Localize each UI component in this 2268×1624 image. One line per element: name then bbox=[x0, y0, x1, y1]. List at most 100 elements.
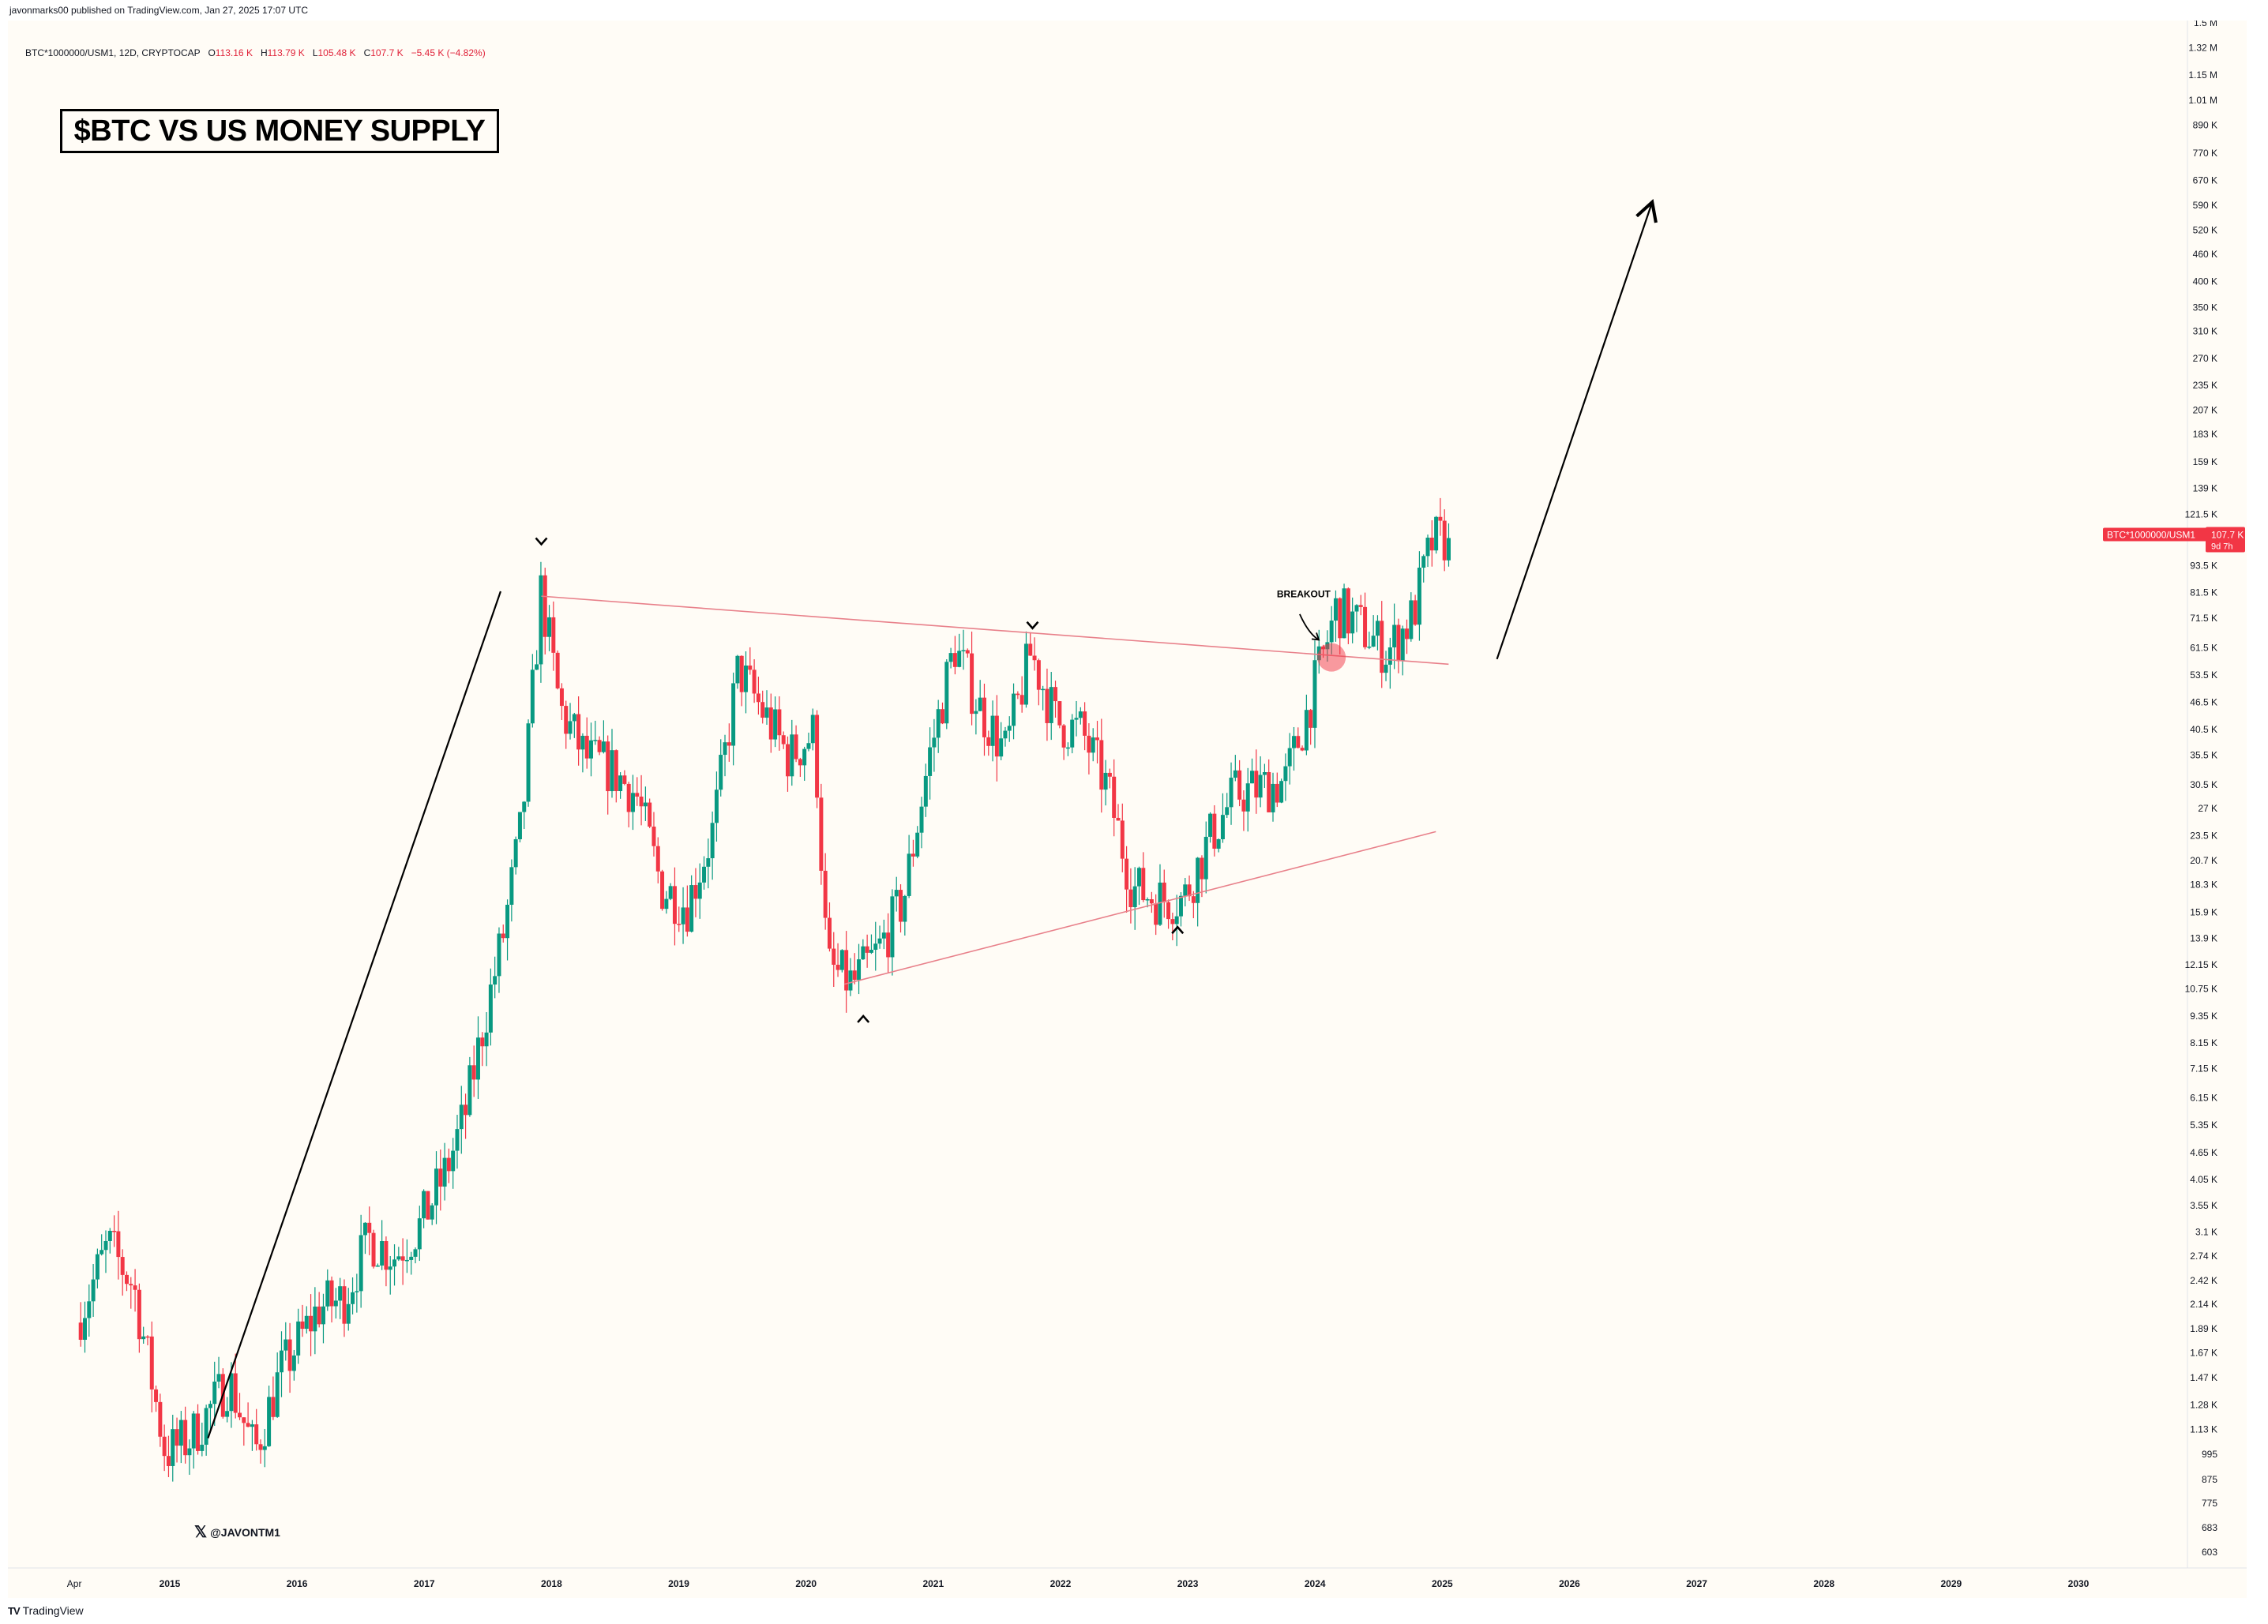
projection-arrow[interactable] bbox=[1496, 198, 1658, 660]
candle-body bbox=[430, 1205, 434, 1220]
chart-canvas[interactable]: BREAKOUT Apr 2015 2016 2017 2018 2019 2020 2021… bbox=[8, 21, 2247, 1598]
candle-body bbox=[342, 1286, 347, 1324]
candle-body bbox=[986, 737, 991, 746]
y-tick-label: 61.5 K bbox=[2190, 642, 2217, 653]
candle-body bbox=[606, 741, 610, 792]
candle-body bbox=[162, 1436, 167, 1457]
candle-body bbox=[664, 898, 669, 910]
y-tick-label: 81.5 K bbox=[2190, 587, 2217, 598]
x-tick-label: 2029 bbox=[1941, 1578, 1962, 1589]
x-tick-label: 2019 bbox=[668, 1578, 689, 1589]
candle-body bbox=[124, 1274, 129, 1285]
candle-body bbox=[982, 697, 986, 737]
candle-body bbox=[1200, 857, 1204, 880]
candle-body bbox=[1387, 647, 1392, 665]
candle-body bbox=[911, 853, 915, 857]
y-tick-label: 71.5 K bbox=[2190, 613, 2217, 624]
candle-body bbox=[1107, 772, 1112, 777]
candle-body bbox=[1413, 600, 1418, 625]
y-tick-label: 1.01 M bbox=[2188, 95, 2217, 106]
candle-body bbox=[572, 714, 576, 722]
trendline-upper[interactable] bbox=[541, 595, 1449, 666]
candle-body bbox=[1053, 687, 1058, 702]
candle-body bbox=[480, 1037, 485, 1047]
candle-body bbox=[1425, 538, 1430, 557]
candle-body bbox=[839, 950, 844, 970]
candle-body bbox=[355, 1291, 359, 1292]
candle-body bbox=[861, 946, 866, 960]
x-tick-label: 2020 bbox=[795, 1578, 817, 1589]
candle-body bbox=[832, 948, 836, 965]
chart-pane[interactable]: BREAKOUT Apr 2015 2016 2017 2018 2019 2020 2021… bbox=[8, 21, 2247, 1598]
impulse-line-left[interactable] bbox=[207, 591, 501, 1438]
x-axis[interactable]: Apr 2015 2016 2017 2018 2019 2020 2021 2022 2023 2… bbox=[8, 1567, 2247, 1589]
candle-body bbox=[120, 1257, 125, 1275]
candle-body bbox=[426, 1191, 430, 1220]
y-axis[interactable]: 1.5 M 1.32 M 1.15 M 1.01 M 890 K 770 K 670 K 59… bbox=[2185, 21, 2218, 1568]
candle-body bbox=[246, 1423, 250, 1427]
candle-body bbox=[1196, 857, 1200, 903]
candle-body bbox=[1074, 718, 1079, 720]
pivot-high-chevron-2017 bbox=[535, 537, 548, 546]
candle-body bbox=[693, 885, 698, 899]
candle-body bbox=[1032, 655, 1037, 661]
candle-body bbox=[191, 1413, 196, 1449]
candle-body bbox=[915, 832, 920, 857]
candle-body bbox=[651, 827, 656, 846]
candle-body bbox=[505, 904, 510, 939]
candle-body bbox=[91, 1279, 96, 1302]
candle-body bbox=[1170, 919, 1175, 925]
x-tick-label: 2024 bbox=[1305, 1578, 1326, 1589]
candle-body bbox=[107, 1230, 112, 1241]
candle-body bbox=[451, 1150, 456, 1172]
candle-body bbox=[1070, 719, 1075, 748]
candle-body bbox=[957, 651, 962, 667]
candle-body bbox=[928, 747, 933, 776]
y-tick-label: 139 K bbox=[2193, 482, 2217, 493]
candle-body bbox=[1312, 660, 1317, 728]
y-tick-label: 603 bbox=[2202, 1547, 2217, 1558]
y-tick-label: 683 bbox=[2202, 1522, 2217, 1533]
candle-body bbox=[254, 1424, 259, 1445]
trendline-lower[interactable] bbox=[843, 831, 1436, 985]
candle-body bbox=[739, 655, 744, 692]
candle-body bbox=[1400, 628, 1405, 662]
candle-body bbox=[95, 1254, 100, 1280]
candle-body bbox=[819, 797, 824, 871]
candle-body bbox=[735, 655, 740, 684]
breakout-marker[interactable] bbox=[1317, 643, 1346, 672]
candle-body bbox=[329, 1280, 334, 1307]
symbol-legend: BTC*1000000/USM1, 12D, CRYPTOCAP O113.16… bbox=[25, 47, 486, 58]
candle-body bbox=[568, 721, 573, 734]
y-tick-label: 670 K bbox=[2193, 175, 2217, 186]
y-tick-label: 1.13 K bbox=[2190, 1423, 2217, 1435]
legend-change: −5.45 K (−4.82%) bbox=[411, 47, 486, 58]
y-tick-label: 400 K bbox=[2193, 276, 2217, 287]
candle-body bbox=[710, 823, 715, 859]
candle-body bbox=[459, 1105, 464, 1130]
candle-body bbox=[1447, 538, 1451, 561]
candle-body bbox=[333, 1300, 338, 1307]
candle-body bbox=[321, 1306, 325, 1325]
candle-body bbox=[112, 1230, 117, 1232]
candle-body bbox=[994, 715, 999, 757]
candle-body bbox=[903, 895, 907, 922]
tradingview-logo[interactable]: TV TradingView bbox=[8, 1604, 84, 1617]
candle-body bbox=[764, 707, 769, 718]
candle-body bbox=[1095, 737, 1100, 741]
candle-body bbox=[1187, 884, 1192, 897]
y-tick-label: 53.5 K bbox=[2190, 669, 2217, 681]
tradingview-logo-icon: TV bbox=[8, 1604, 21, 1617]
candle-body bbox=[149, 1336, 154, 1390]
price-tag-symbol-bg bbox=[2103, 527, 2207, 542]
chart-title-box[interactable]: $BTC VS US MONEY SUPPLY bbox=[60, 109, 499, 153]
candle-body bbox=[873, 943, 878, 951]
candle-body bbox=[1338, 598, 1342, 639]
y-tick-label: 520 K bbox=[2193, 224, 2217, 235]
candle-body bbox=[798, 759, 802, 766]
legend-low-label: L bbox=[312, 47, 318, 58]
candle-body bbox=[267, 1397, 272, 1446]
candle-body bbox=[1329, 621, 1334, 643]
candle-body bbox=[865, 946, 869, 953]
candle-body bbox=[1136, 868, 1141, 887]
